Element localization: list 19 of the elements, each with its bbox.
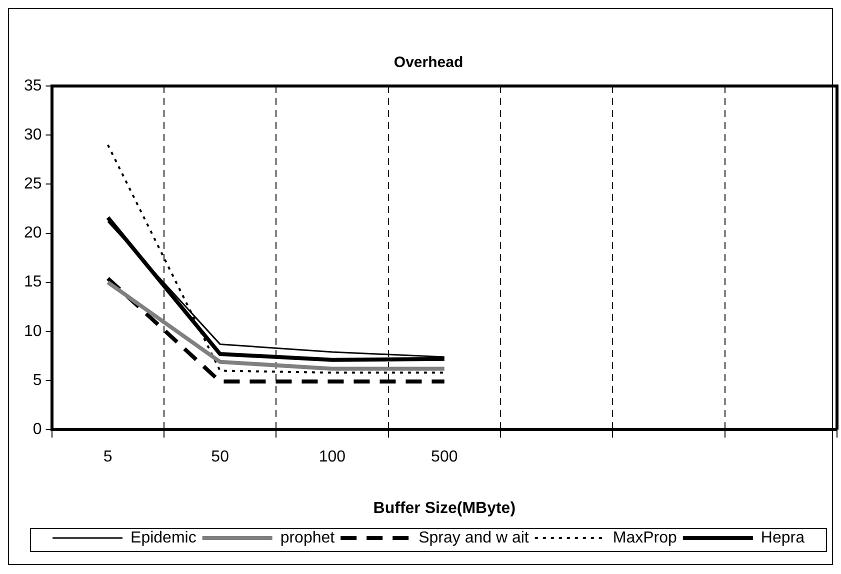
legend-label: Hepra <box>760 529 805 546</box>
x-tick-label: 100 <box>318 448 346 466</box>
chart-title: Overhead <box>394 54 464 72</box>
y-tick-label: 5 <box>32 372 42 389</box>
y-tick-label: 15 <box>24 274 42 291</box>
y-tick-label: 20 <box>24 224 42 242</box>
y-tick-label: 25 <box>24 176 42 193</box>
x-axis-title: Buffer Size(MByte) <box>373 500 516 517</box>
x-tick-label: 5 <box>103 448 112 466</box>
legend-label: prophet <box>280 529 336 546</box>
legend-label: Epidemic <box>130 529 196 546</box>
legend-label: MaxProp <box>612 529 677 546</box>
x-tick-label: 500 <box>431 448 458 466</box>
legend-label: Spray and w ait <box>418 529 530 546</box>
y-tick-label: 0 <box>32 421 42 438</box>
y-tick-label: 35 <box>24 77 42 94</box>
y-tick-label: 30 <box>24 126 42 144</box>
y-tick-label: 10 <box>24 322 42 340</box>
x-tick-label: 50 <box>211 448 230 466</box>
